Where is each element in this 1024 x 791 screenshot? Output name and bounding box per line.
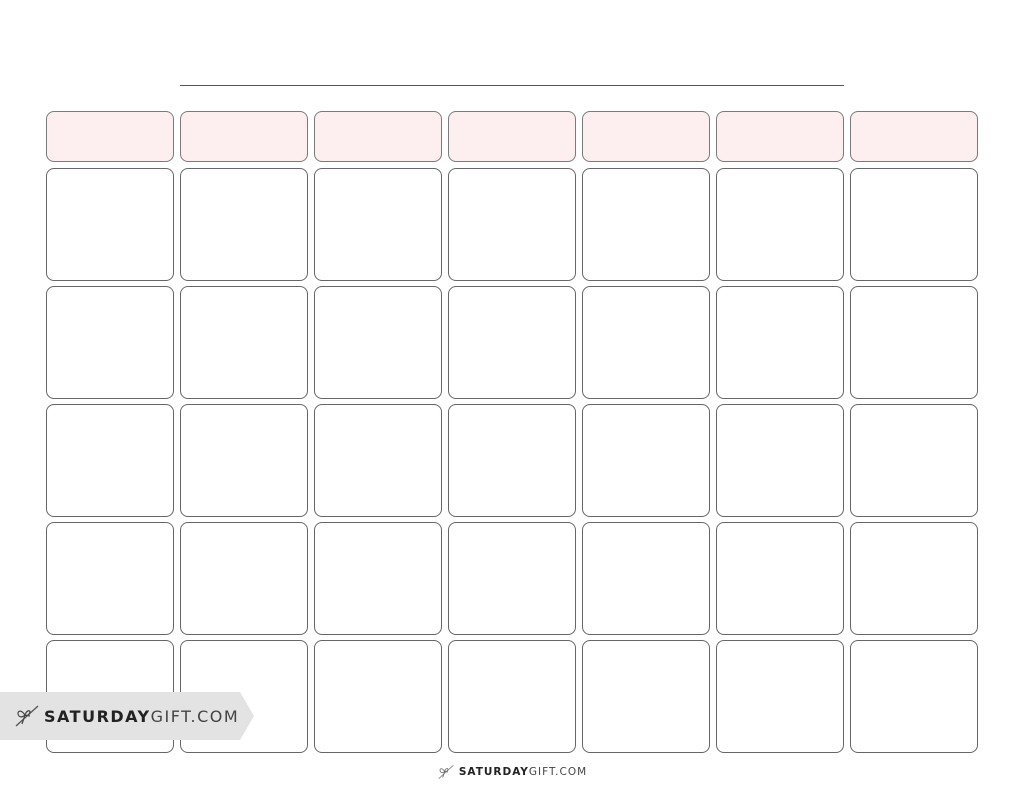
- day-cell: [850, 286, 978, 399]
- day-cell: [716, 168, 844, 281]
- day-cell: [448, 286, 576, 399]
- brand-logo: SATURDAY GIFT.COM: [14, 704, 239, 728]
- weekday-header-cell: [582, 111, 710, 162]
- day-cell: [314, 286, 442, 399]
- weekday-header-cell: [314, 111, 442, 162]
- day-cell: [850, 522, 978, 635]
- day-cell: [448, 522, 576, 635]
- day-cell: [582, 640, 710, 753]
- day-cell: [448, 168, 576, 281]
- day-cell: [850, 404, 978, 517]
- weekday-header-cell: [180, 111, 308, 162]
- day-cell: [46, 522, 174, 635]
- day-cell: [314, 168, 442, 281]
- day-cell: [180, 168, 308, 281]
- day-cell: [850, 640, 978, 753]
- weekday-header-cell: [716, 111, 844, 162]
- day-cell: [582, 404, 710, 517]
- day-cell: [314, 404, 442, 517]
- day-cell: [314, 522, 442, 635]
- brand-light: GIFT.COM: [528, 766, 588, 778]
- day-cell: [46, 168, 174, 281]
- day-cell: [448, 404, 576, 517]
- day-cell: [716, 640, 844, 753]
- month-title-line: [180, 85, 844, 86]
- day-cell: [314, 640, 442, 753]
- gift-bow-icon: [15, 705, 39, 727]
- brand-badge: SATURDAY GIFT.COM: [0, 692, 254, 740]
- day-cell: [180, 286, 308, 399]
- day-cell: [716, 286, 844, 399]
- day-cell: [582, 522, 710, 635]
- day-cell: [180, 522, 308, 635]
- day-cell: [582, 168, 710, 281]
- brand-bold: SATURDAY: [44, 706, 151, 726]
- brand-light: GIFT.COM: [150, 706, 240, 726]
- weekday-header-cell: [448, 111, 576, 162]
- footer-logo: SATURDAY GIFT.COM: [437, 764, 587, 780]
- day-cell: [582, 286, 710, 399]
- weekday-header-cell: [850, 111, 978, 162]
- day-cell: [46, 286, 174, 399]
- day-cell: [180, 404, 308, 517]
- day-cell: [716, 522, 844, 635]
- calendar-grid: [46, 111, 978, 753]
- weekday-header-cell: [46, 111, 174, 162]
- footer: SATURDAY GIFT.COM: [0, 764, 1024, 780]
- day-cell: [716, 404, 844, 517]
- day-cell: [850, 168, 978, 281]
- brand-bold: SATURDAY: [458, 766, 529, 778]
- day-cell: [448, 640, 576, 753]
- day-cell: [46, 404, 174, 517]
- gift-bow-icon: [438, 765, 454, 779]
